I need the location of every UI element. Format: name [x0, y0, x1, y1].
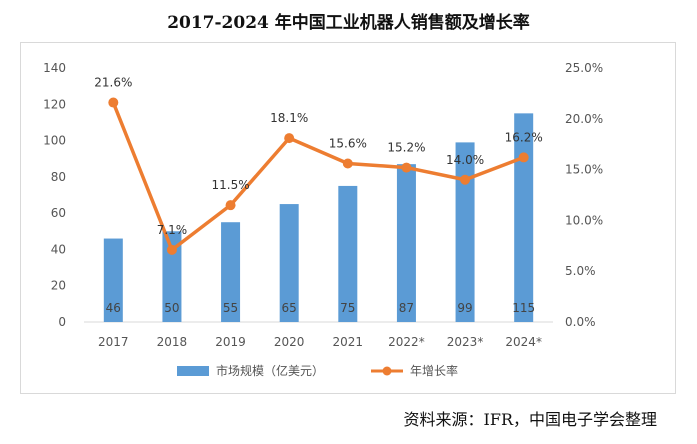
growth-point: [518, 152, 529, 163]
x-tick-label: 2023*: [447, 335, 484, 349]
bar-value-label: 99: [457, 301, 472, 315]
y-right-tick-label: 15.0%: [565, 163, 603, 177]
growth-point: [166, 244, 177, 255]
growth-point: [284, 133, 295, 144]
bar-value-label: 75: [340, 301, 355, 315]
y-left-tick-label: 100: [43, 134, 66, 148]
bar-value-label: 115: [512, 301, 535, 315]
growth-point: [108, 97, 119, 108]
growth-point: [225, 200, 236, 211]
x-tick-label: 2022*: [388, 335, 425, 349]
growth-value-label: 16.2%: [505, 130, 543, 144]
x-tick-label: 2020: [274, 335, 305, 349]
bar: [514, 113, 534, 322]
bar-value-label: 55: [223, 301, 238, 315]
y-right-tick-label: 5.0%: [565, 264, 596, 278]
bar: [396, 164, 416, 322]
bar: [103, 238, 123, 322]
x-tick-label: 2018: [157, 335, 188, 349]
chart-title: 2017-2024 年中国工业机器人销售额及增长率: [167, 13, 530, 33]
growth-value-label: 15.2%: [387, 141, 425, 155]
legend-line-label: 年增长率: [410, 363, 458, 378]
y-right-tick-label: 20.0%: [565, 112, 603, 126]
y-left-tick-label: 80: [51, 170, 66, 184]
x-tick-label: 2021: [333, 335, 364, 349]
bar-value-label: 87: [399, 301, 414, 315]
bar: [338, 185, 358, 322]
bar: [455, 142, 475, 322]
bar-value-label: 50: [164, 301, 179, 315]
bar-value-label: 65: [282, 301, 297, 315]
y-left-tick-label: 40: [51, 242, 66, 256]
growth-line: [111, 101, 525, 252]
y-left-tick-label: 0: [58, 315, 66, 329]
bar: [162, 231, 182, 322]
x-tick-label: 2024*: [505, 335, 542, 349]
growth-value-label: 21.6%: [94, 76, 132, 90]
legend-bar-swatch: [177, 366, 209, 376]
chart-source: 资料来源：IFR，中国电子学会整理: [403, 410, 657, 429]
x-tick-label: 2017: [98, 335, 129, 349]
growth-point: [401, 162, 412, 173]
y-left-tick-label: 140: [43, 61, 66, 75]
y-right-tick-label: 0.0%: [565, 315, 596, 329]
y-right-tick-label: 10.0%: [565, 213, 603, 227]
growth-value-label: 11.5%: [212, 178, 250, 192]
legend-line-marker: [382, 366, 392, 376]
growth-value-label: 14.0%: [446, 153, 484, 167]
growth-point: [342, 158, 353, 169]
growth-value-label: 15.6%: [329, 137, 367, 151]
growth-value-label: 18.1%: [270, 111, 308, 125]
growth-point: [460, 174, 471, 185]
growth-value-label: 7.1%: [157, 223, 188, 237]
y-left-tick-label: 120: [43, 97, 66, 111]
bar: [221, 222, 241, 322]
bar: [279, 204, 299, 322]
chart-frame: [20, 42, 676, 394]
y-left-tick-label: 20: [51, 279, 66, 293]
bar-value-label: 46: [106, 301, 121, 315]
y-left-tick-label: 60: [51, 206, 66, 220]
y-right-tick-label: 25.0%: [565, 61, 603, 75]
legend-bar-label: 市场规模（亿美元）: [216, 363, 324, 378]
x-tick-label: 2019: [215, 335, 246, 349]
